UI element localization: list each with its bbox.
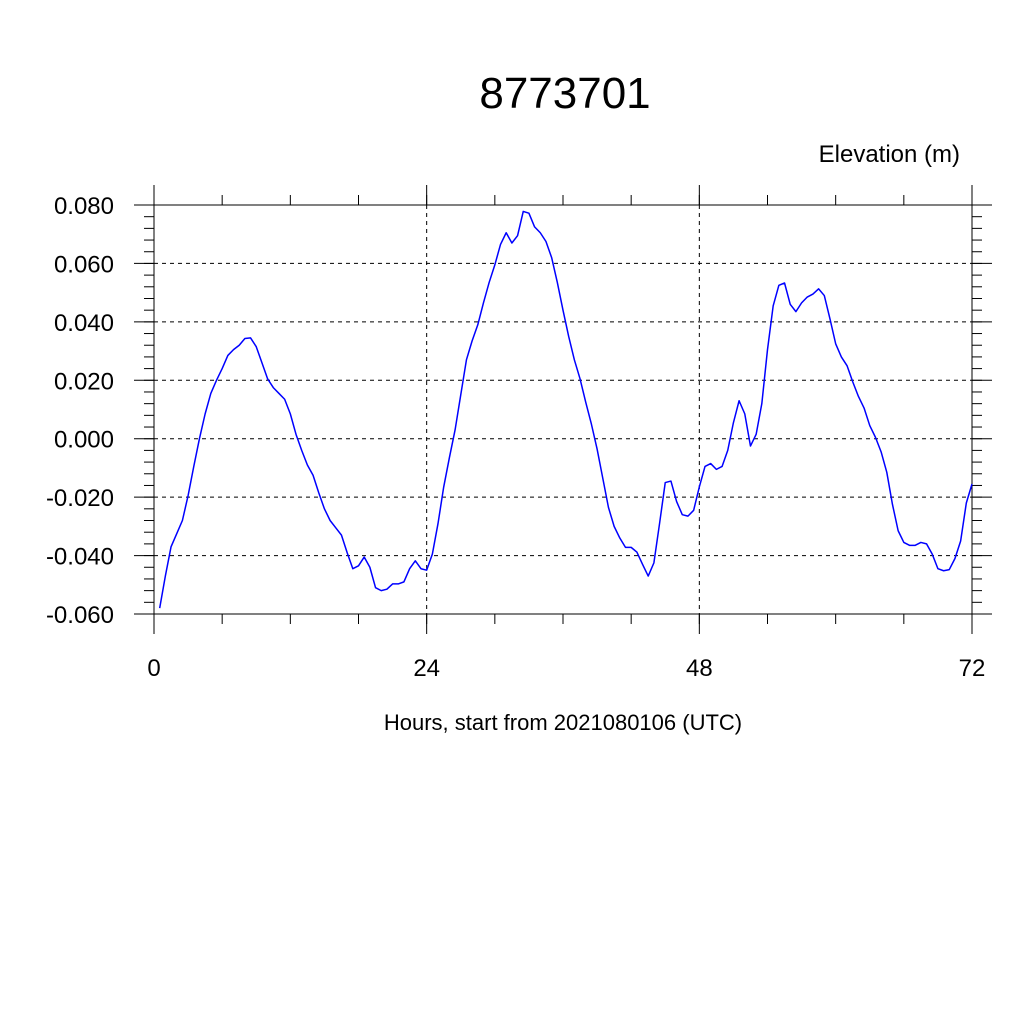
y-tick-label: 0.000: [54, 427, 114, 454]
y-tick-label: -0.040: [46, 544, 114, 571]
x-tick-labels: 0 24 48 72: [147, 655, 985, 682]
y-tick-label: 0.040: [54, 310, 114, 337]
y-axis-label: Elevation (m): [819, 141, 960, 168]
x-tick-label: 24: [413, 655, 440, 682]
y-tick-labels: -0.060 -0.040 -0.020 0.000 0.020 0.040 0.060 0.…: [46, 193, 114, 629]
y-tick-label: -0.020: [46, 485, 114, 512]
elevation-series-line: [158, 210, 973, 609]
y-tick-label: 0.060: [54, 251, 114, 278]
plot-frame: [153, 204, 973, 615]
axis-ticks: [134, 185, 992, 634]
y-tick-label: 0.080: [54, 193, 114, 220]
y-tick-label: -0.060: [46, 602, 114, 629]
x-tick-label: 48: [686, 655, 713, 682]
chart-title: 8773701: [479, 69, 650, 118]
x-axis-label: Hours, start from 2021080106 (UTC): [384, 710, 742, 735]
x-tick-label: 0: [147, 655, 160, 682]
x-tick-label: 72: [959, 655, 986, 682]
y-tick-label: 0.020: [54, 368, 114, 395]
grid-lines: [153, 204, 973, 615]
series-layer: [158, 210, 973, 609]
